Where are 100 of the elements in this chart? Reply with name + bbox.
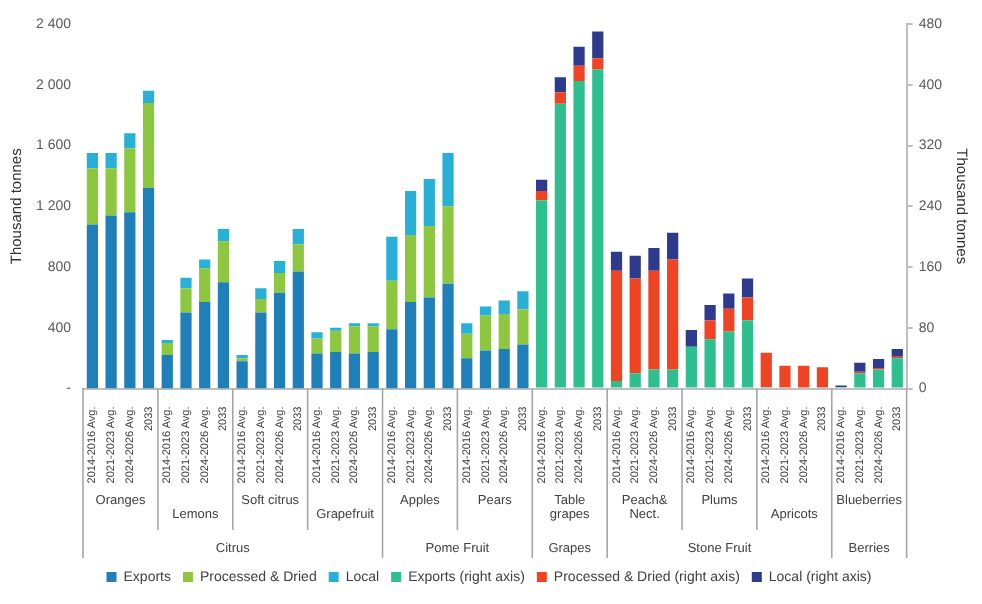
bar — [667, 369, 679, 388]
bar — [573, 80, 585, 388]
bar — [536, 179, 548, 192]
bar — [423, 226, 435, 298]
bar — [86, 224, 99, 389]
bar — [592, 69, 604, 388]
bar — [386, 280, 398, 330]
bar — [798, 365, 810, 388]
bar — [255, 288, 267, 299]
bar — [86, 153, 99, 169]
bar — [217, 241, 230, 283]
bar — [142, 188, 155, 389]
bar — [124, 148, 136, 213]
bar — [273, 292, 286, 389]
bar — [479, 315, 492, 351]
bar — [517, 344, 529, 389]
bar — [610, 270, 623, 381]
bar — [161, 342, 173, 356]
bar — [517, 309, 529, 345]
bar — [854, 373, 866, 388]
bar — [311, 338, 323, 354]
bar — [685, 330, 697, 347]
bar — [404, 191, 417, 236]
bar — [292, 229, 304, 245]
bar — [124, 133, 136, 149]
bar — [592, 31, 604, 59]
bar — [292, 271, 304, 389]
bar — [442, 283, 454, 389]
bar — [648, 248, 660, 271]
bar — [704, 320, 716, 340]
bar — [629, 278, 641, 374]
bar — [629, 373, 641, 388]
bar — [180, 288, 192, 313]
bar — [255, 298, 267, 313]
bar — [536, 200, 548, 388]
bar — [105, 153, 117, 169]
bar — [217, 282, 230, 389]
bar — [498, 349, 510, 389]
bar — [610, 380, 623, 388]
bar — [648, 270, 660, 370]
bar — [685, 346, 697, 388]
bar — [667, 232, 679, 260]
bar — [442, 206, 454, 284]
bar — [105, 215, 117, 389]
bar — [311, 332, 323, 339]
bar — [330, 330, 342, 353]
bar — [461, 358, 473, 389]
bar — [816, 367, 829, 388]
bar — [255, 312, 267, 389]
bar — [554, 103, 566, 388]
bar — [704, 304, 716, 321]
bar — [442, 153, 454, 207]
bar — [573, 65, 585, 81]
bar — [461, 333, 473, 359]
bar — [348, 326, 361, 354]
bar — [142, 102, 155, 189]
bar — [891, 358, 903, 388]
bar — [648, 369, 660, 388]
bar — [386, 236, 398, 281]
bar — [423, 297, 435, 389]
bar — [723, 293, 735, 309]
bar — [723, 308, 735, 332]
bar — [760, 352, 772, 388]
bar — [161, 355, 173, 389]
bar — [498, 300, 510, 315]
bar — [105, 168, 117, 216]
bar — [367, 352, 379, 389]
bar — [180, 277, 192, 289]
bar — [367, 326, 379, 353]
bar — [180, 312, 192, 389]
bar — [386, 329, 398, 389]
bar — [199, 301, 211, 389]
bar — [667, 259, 679, 370]
bar — [461, 323, 473, 334]
bar — [142, 90, 155, 103]
bar — [311, 353, 323, 389]
bar — [741, 278, 754, 298]
bar — [498, 314, 510, 350]
bar — [292, 244, 304, 272]
bar — [236, 361, 248, 389]
bar — [479, 350, 492, 389]
bar — [573, 46, 585, 66]
bar — [423, 178, 435, 227]
bar — [199, 268, 211, 302]
bar — [199, 259, 211, 269]
bar — [554, 77, 566, 93]
bar — [704, 339, 716, 388]
bar — [124, 212, 136, 389]
bar — [404, 235, 417, 302]
bar — [610, 251, 623, 271]
bar — [86, 168, 99, 225]
bar — [404, 301, 417, 389]
bar — [217, 229, 230, 242]
bar — [330, 352, 342, 389]
bar — [741, 320, 754, 388]
bar — [779, 365, 791, 388]
bar — [872, 369, 885, 388]
bar — [273, 260, 286, 274]
bar — [891, 349, 903, 357]
bar — [629, 255, 641, 279]
